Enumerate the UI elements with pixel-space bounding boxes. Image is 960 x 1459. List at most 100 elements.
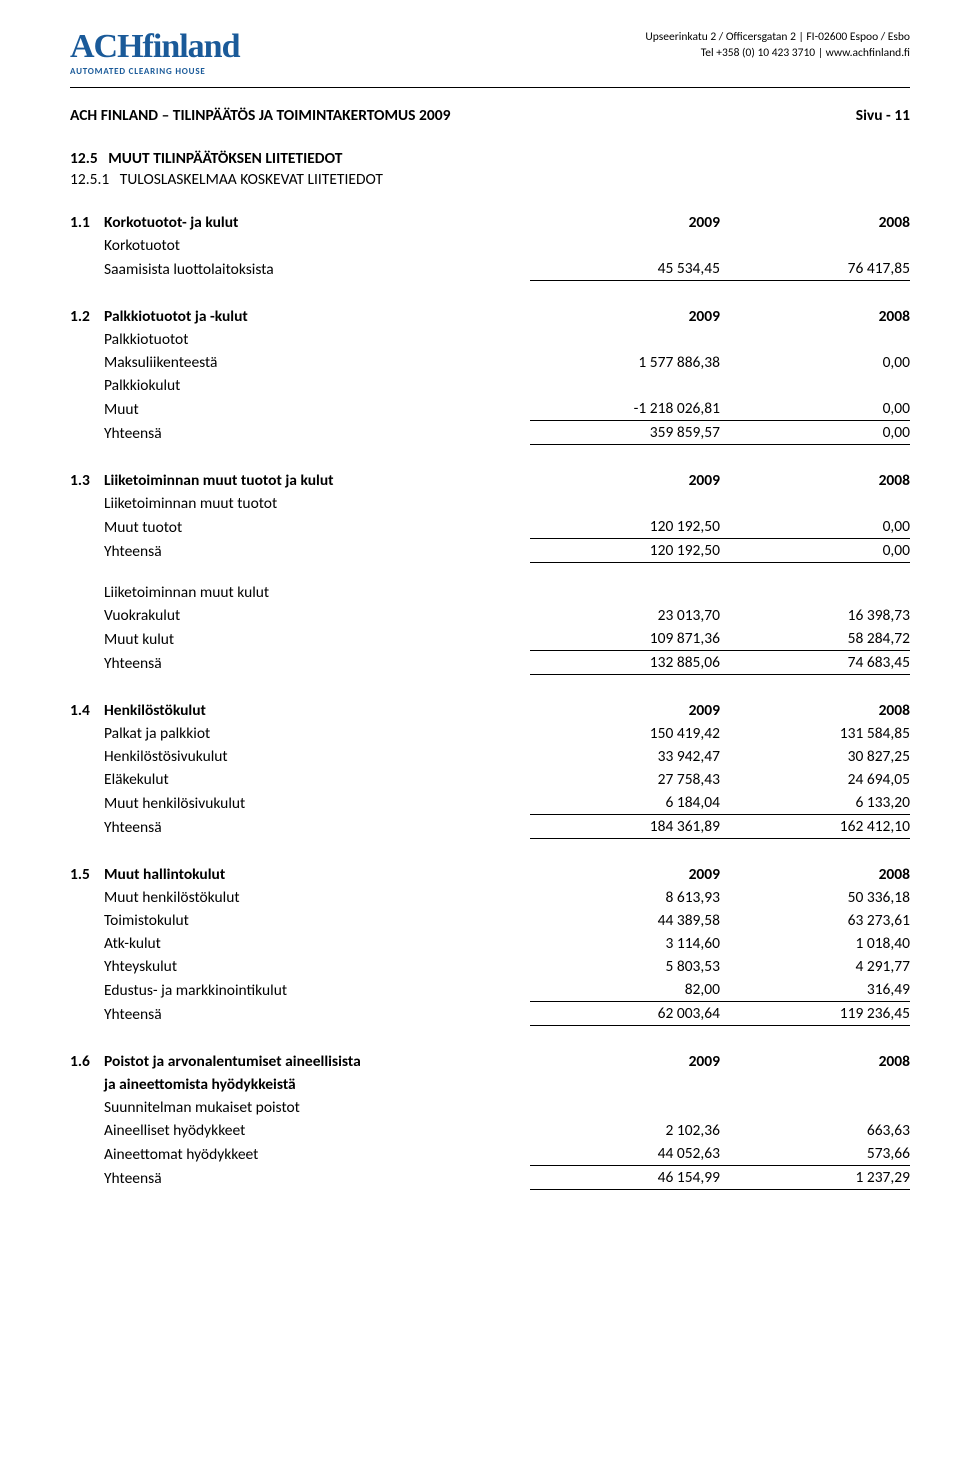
- document-title-row: ACH FINLAND – TILINPÄÄTÖS JA TOIMINTAKER…: [70, 106, 910, 125]
- table-number: 1.5: [70, 863, 104, 886]
- cell-value: 184 361,89: [530, 815, 720, 839]
- table-1-5: 1.5 Muut hallintokulut 2009 2008 Muut he…: [70, 863, 910, 1026]
- row-label: Palkkiotuotot: [104, 328, 530, 351]
- cell-value: 0,00: [720, 351, 910, 374]
- cell-value: 44 052,63: [530, 1142, 720, 1166]
- row-label: Atk-kulut: [104, 932, 530, 955]
- year-header: 2008: [720, 469, 910, 492]
- cell-value: 162 412,10: [720, 815, 910, 839]
- cell-value: 74 683,45: [720, 651, 910, 675]
- company-address: Upseerinkatu 2 / Officersgatan 2 | FI-02…: [645, 30, 910, 61]
- cell-value: -1 218 026,81: [530, 397, 720, 421]
- row-label: Yhteensä: [104, 1166, 530, 1190]
- row-label: Maksuliikenteestä: [104, 351, 530, 374]
- cell-value: 1 577 886,38: [530, 351, 720, 374]
- cell-value: 82,00: [530, 978, 720, 1002]
- table-title-line2: ja aineettomista hyödykkeistä: [104, 1073, 530, 1096]
- cell-value: 24 694,05: [720, 768, 910, 791]
- table-1-3: 1.3 Liiketoiminnan muut tuotot ja kulut …: [70, 469, 910, 675]
- table-title: Muut hallintokulut: [104, 863, 530, 886]
- table-1-1: 1.1 Korkotuotot- ja kulut 2009 2008 Kork…: [70, 211, 910, 281]
- table-1-4: 1.4 Henkilöstökulut 2009 2008 Palkat ja …: [70, 699, 910, 839]
- cell-value: 44 389,58: [530, 909, 720, 932]
- cell-value: 58 284,72: [720, 627, 910, 651]
- cell-value: 132 885,06: [530, 651, 720, 675]
- year-header: 2009: [530, 469, 720, 492]
- cell-value: 23 013,70: [530, 604, 720, 627]
- year-header: 2008: [720, 699, 910, 722]
- cell-value: 2 102,36: [530, 1119, 720, 1142]
- cell-value: 120 192,50: [530, 515, 720, 539]
- row-label: Toimistokulut: [104, 909, 530, 932]
- page-header: ACHfinland AUTOMATED CLEARING HOUSE Upse…: [70, 30, 910, 77]
- table-title: Korkotuotot- ja kulut: [104, 211, 530, 234]
- table-title: Poistot ja arvonalentumiset aineellisist…: [104, 1050, 530, 1073]
- year-header: 2009: [530, 1050, 720, 1073]
- section-title: MUUT TILINPÄÄTÖKSEN LIITETIEDOT: [108, 149, 342, 168]
- row-label: Yhteensä: [104, 421, 530, 445]
- address-line: Upseerinkatu 2 / Officersgatan 2 | FI-02…: [645, 30, 910, 46]
- section-number: 12.5: [70, 149, 98, 168]
- cell-value: 0,00: [720, 421, 910, 445]
- cell-value: 663,63: [720, 1119, 910, 1142]
- cell-value: 33 942,47: [530, 745, 720, 768]
- table-number: 1.6: [70, 1050, 104, 1073]
- row-label: Vuokrakulut: [104, 604, 530, 627]
- cell-value: 8 613,93: [530, 886, 720, 909]
- year-header: 2008: [720, 863, 910, 886]
- table-number: 1.1: [70, 211, 104, 234]
- row-label: Liiketoiminnan muut tuotot: [104, 492, 530, 515]
- cell-value: 30 827,25: [720, 745, 910, 768]
- row-label: Suunnitelman mukaiset poistot: [104, 1096, 530, 1119]
- cell-value: 4 291,77: [720, 955, 910, 978]
- cell-value: 119 236,45: [720, 1002, 910, 1026]
- section-heading: 12.5 MUUT TILINPÄÄTÖKSEN LIITETIEDOT: [70, 149, 910, 168]
- row-label: Yhteensä: [104, 815, 530, 839]
- page-number: Sivu - 11: [856, 106, 910, 125]
- subsection-heading: 12.5.1 TULOSLASKELMAA KOSKEVAT LIITETIED…: [70, 170, 910, 189]
- year-header: 2008: [720, 1050, 910, 1073]
- row-label: Muut tuotot: [104, 515, 530, 539]
- row-label: Yhteensä: [104, 1002, 530, 1026]
- document-page: ACHfinland AUTOMATED CLEARING HOUSE Upse…: [0, 0, 960, 1210]
- table-title: Henkilöstökulut: [104, 699, 530, 722]
- row-label: Aineettomat hyödykkeet: [104, 1142, 530, 1166]
- year-header: 2009: [530, 305, 720, 328]
- cell-value: 131 584,85: [720, 722, 910, 745]
- table-1-6: 1.6 Poistot ja arvonalentumiset aineelli…: [70, 1050, 910, 1190]
- cell-value: 109 871,36: [530, 627, 720, 651]
- row-label: Yhteensä: [104, 539, 530, 563]
- table-number: 1.2: [70, 305, 104, 328]
- table-number: 1.3: [70, 469, 104, 492]
- cell-value: 6 133,20: [720, 791, 910, 815]
- header-divider: [70, 87, 910, 88]
- year-header: 2009: [530, 863, 720, 886]
- year-header: 2008: [720, 211, 910, 234]
- row-label: Korkotuotot: [104, 234, 530, 257]
- cell-value: 120 192,50: [530, 539, 720, 563]
- year-header: 2008: [720, 305, 910, 328]
- subsection-number: 12.5.1: [70, 170, 109, 189]
- cell-value: 0,00: [720, 397, 910, 421]
- cell-value: 5 803,53: [530, 955, 720, 978]
- logo-text: ACHfinland: [70, 30, 240, 64]
- cell-value: 3 114,60: [530, 932, 720, 955]
- logo-subtitle: AUTOMATED CLEARING HOUSE: [70, 66, 240, 77]
- year-header: 2009: [530, 211, 720, 234]
- table-1-2: 1.2 Palkkiotuotot ja -kulut 2009 2008 Pa…: [70, 305, 910, 445]
- cell-value: 76 417,85: [720, 257, 910, 281]
- table-title: Palkkiotuotot ja -kulut: [104, 305, 530, 328]
- table-number: 1.4: [70, 699, 104, 722]
- row-label: Muut: [104, 397, 530, 421]
- cell-value: 150 419,42: [530, 722, 720, 745]
- year-header: 2009: [530, 699, 720, 722]
- row-label: Muut kulut: [104, 627, 530, 651]
- cell-value: 1 237,29: [720, 1166, 910, 1190]
- address-line: Tel +358 (0) 10 423 3710 | www.achfinlan…: [645, 46, 910, 62]
- table-title: Liiketoiminnan muut tuotot ja kulut: [104, 469, 530, 492]
- cell-value: 46 154,99: [530, 1166, 720, 1190]
- cell-value: 50 336,18: [720, 886, 910, 909]
- row-label: Liiketoiminnan muut kulut: [104, 581, 530, 604]
- row-label: Aineelliset hyödykkeet: [104, 1119, 530, 1142]
- document-title: ACH FINLAND – TILINPÄÄTÖS JA TOIMINTAKER…: [70, 106, 450, 125]
